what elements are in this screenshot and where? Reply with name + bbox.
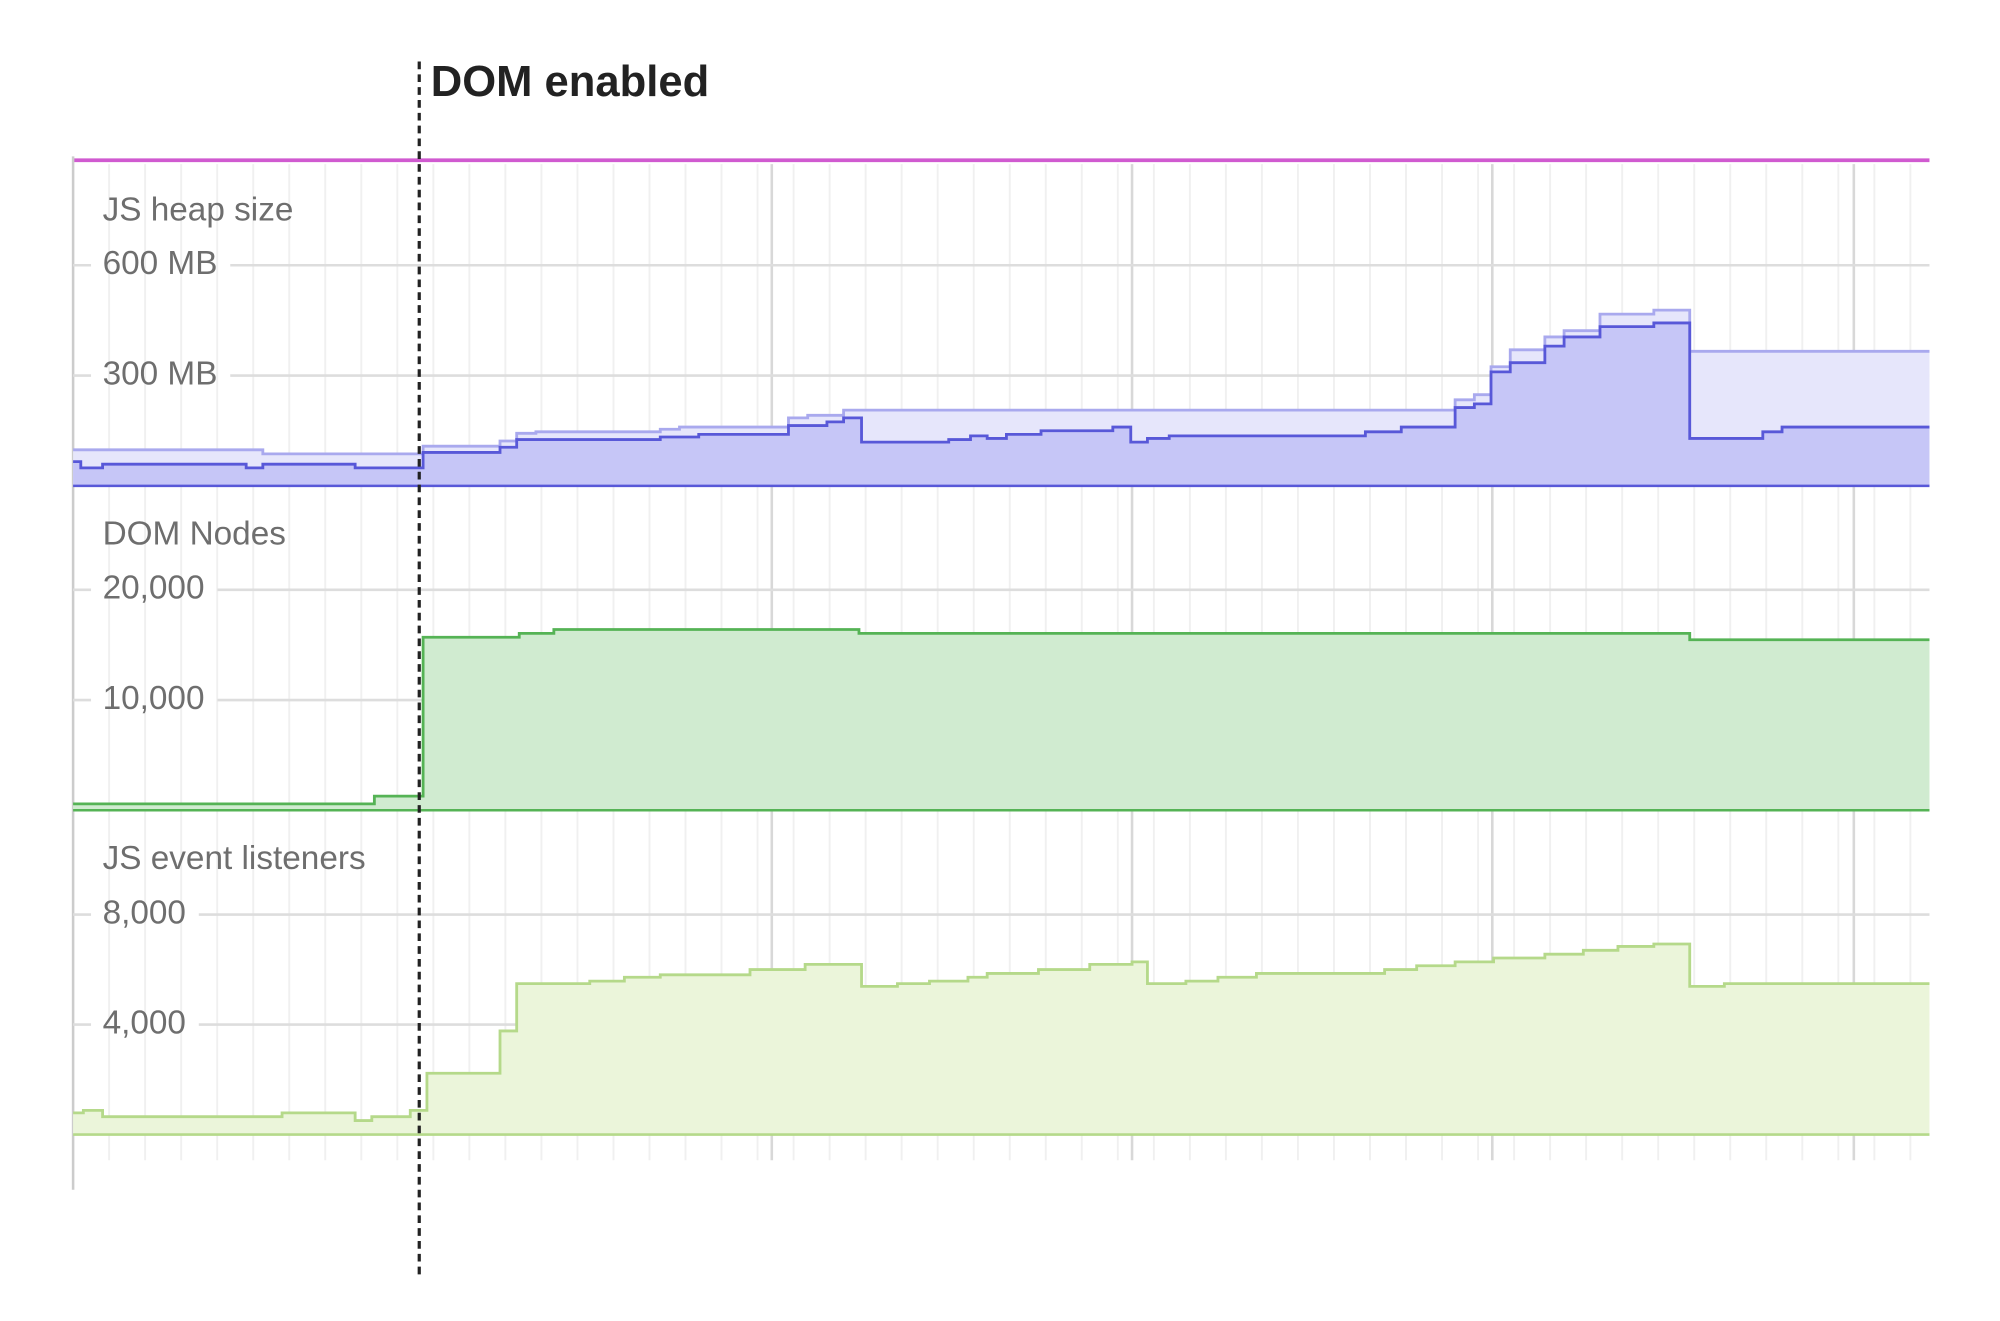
line bbox=[73, 942, 1930, 1122]
line bbox=[73, 628, 1930, 806]
plots: 600 MB 300 MB JS heap size 20,000 10,000 DOM … bbox=[73, 191, 1930, 1136]
y-tick-label: 10,000 bbox=[103, 680, 205, 717]
y-tick-label: 600 MB bbox=[103, 245, 218, 282]
area bbox=[73, 322, 1930, 486]
line bbox=[73, 321, 1930, 470]
panel-title: JS event listeners bbox=[103, 840, 366, 877]
y-tick-label: 300 MB bbox=[103, 355, 218, 392]
y-tick-label: 20,000 bbox=[103, 570, 205, 607]
panel-title: DOM Nodes bbox=[103, 516, 286, 553]
panel-title: JS heap size bbox=[103, 191, 294, 228]
y-tick-label: 8,000 bbox=[103, 894, 186, 931]
area bbox=[73, 943, 1930, 1135]
panel: 20,000 10,000 DOM Nodes bbox=[73, 516, 1930, 812]
panel: 8,000 4,000 JS event listeners bbox=[73, 840, 1930, 1136]
panel: 600 MB 300 MB JS heap size bbox=[73, 191, 1930, 488]
area bbox=[73, 629, 1930, 811]
y-tick-label: 4,000 bbox=[103, 1004, 186, 1041]
line bbox=[73, 308, 1930, 456]
annotation: DOM enabled bbox=[431, 58, 709, 106]
